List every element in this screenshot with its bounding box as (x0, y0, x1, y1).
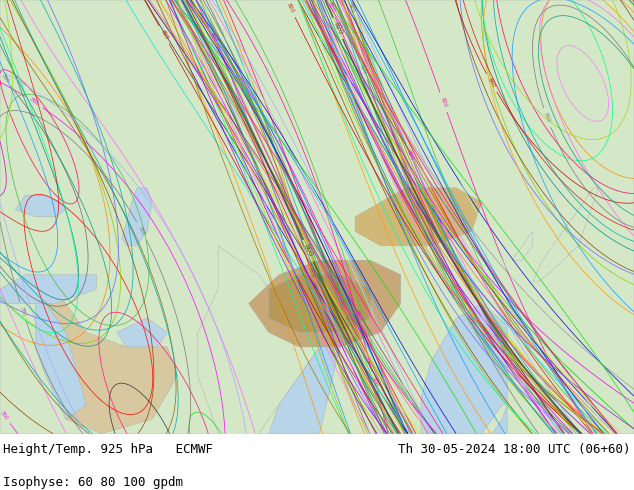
Polygon shape (512, 231, 533, 260)
Polygon shape (269, 347, 340, 434)
Polygon shape (249, 260, 401, 347)
Text: 780: 780 (19, 306, 27, 318)
Polygon shape (41, 289, 178, 434)
Text: 780: 780 (137, 225, 146, 237)
Text: 800: 800 (209, 31, 217, 43)
Text: 820: 820 (343, 69, 353, 80)
Text: 820: 820 (439, 97, 448, 108)
Polygon shape (269, 274, 370, 332)
Text: 800: 800 (302, 243, 314, 258)
Polygon shape (36, 289, 86, 419)
Polygon shape (0, 0, 583, 376)
Text: 840: 840 (487, 77, 496, 89)
Text: Height/Temp. 925 hPa   ECMWF: Height/Temp. 925 hPa ECMWF (3, 443, 213, 456)
Text: Th 30-05-2024 18:00 UTC (06+60): Th 30-05-2024 18:00 UTC (06+60) (398, 443, 631, 456)
Text: 820: 820 (332, 21, 344, 36)
Text: 820: 820 (348, 2, 356, 14)
Text: 840: 840 (543, 112, 551, 123)
Polygon shape (482, 405, 507, 434)
Polygon shape (122, 188, 152, 246)
Text: 820: 820 (327, 2, 335, 13)
Text: 800: 800 (354, 310, 363, 321)
Text: 800: 800 (318, 262, 328, 274)
Polygon shape (198, 246, 320, 448)
Text: 800: 800 (307, 267, 316, 278)
Text: 820: 820 (286, 2, 295, 14)
Text: Isophyse: 60 80 100 gpdm: Isophyse: 60 80 100 gpdm (3, 476, 183, 489)
Polygon shape (421, 304, 507, 434)
Text: 780: 780 (0, 409, 10, 421)
Polygon shape (0, 0, 634, 434)
Polygon shape (15, 195, 66, 217)
Polygon shape (533, 188, 598, 282)
Text: 820: 820 (359, 64, 368, 75)
Text: 820: 820 (406, 149, 415, 161)
Text: 780: 780 (28, 97, 40, 107)
Polygon shape (0, 274, 96, 304)
Polygon shape (117, 318, 167, 347)
Polygon shape (355, 188, 482, 246)
Text: 780: 780 (0, 73, 10, 84)
Text: 800: 800 (371, 376, 378, 387)
Text: 800: 800 (159, 29, 169, 41)
Text: 800: 800 (342, 315, 351, 326)
